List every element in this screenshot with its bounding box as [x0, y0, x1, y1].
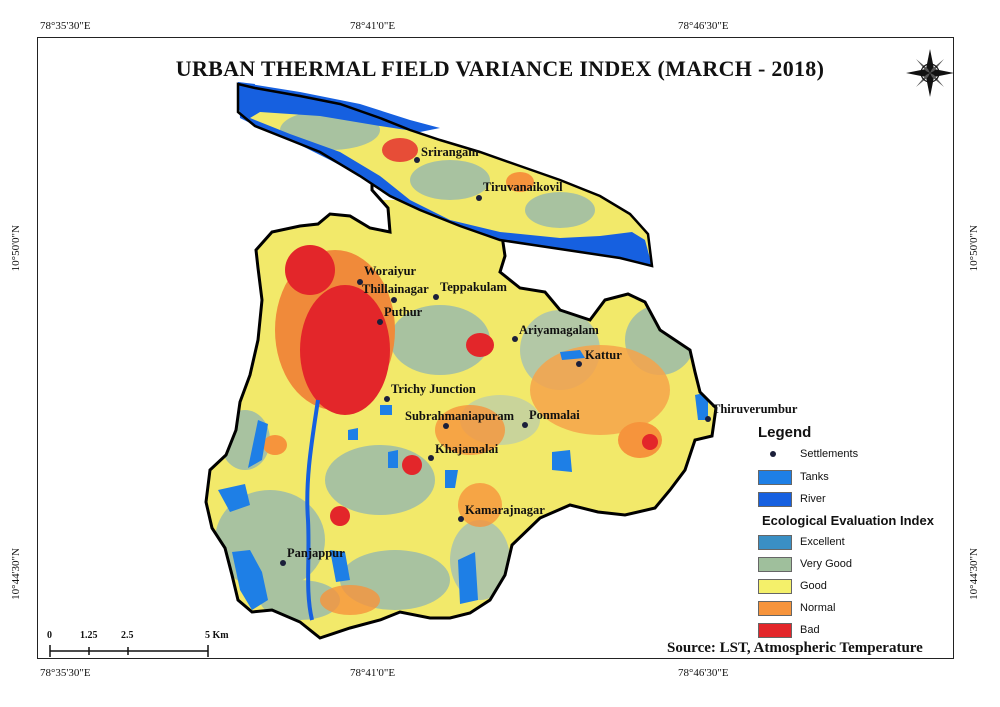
label-srirangam: Srirangam [421, 145, 479, 159]
label-puthur: Puthur [384, 305, 423, 319]
label-subrahmaniapuram: Subrahmaniapuram [405, 409, 515, 423]
swatch-normal [758, 601, 792, 616]
legend-bad-label: Bad [800, 624, 820, 636]
legend-index-title: Ecological Evaluation Index [762, 513, 934, 528]
legend-title: Legend [758, 424, 812, 441]
swatch-very-good [758, 557, 792, 572]
dot-kattur [576, 361, 582, 367]
label-tiruvanaikovil: Tiruvanaikovil [483, 180, 563, 194]
source-note: Source: LST, Atmospheric Temperature [667, 640, 923, 656]
dot-khajamalai [428, 455, 434, 461]
swatch-excellent [758, 535, 792, 550]
swatch-good [758, 579, 792, 594]
scale-label-1: 1.25 [80, 630, 98, 641]
coord-top-1: 78°35'30"E [40, 20, 91, 32]
dot-tiruvanaikovil [476, 195, 482, 201]
dot-panjappur [280, 560, 286, 566]
scale-label-0: 0 [47, 630, 52, 641]
legend-excellent-label: Excellent [800, 536, 845, 548]
map-title: URBAN THERMAL FIELD VARIANCE INDEX (MARC… [175, 56, 825, 81]
dot-thiruverumbur [705, 416, 711, 422]
coord-top-2: 78°41'0"E [350, 20, 396, 32]
label-thillainagar: Thillainagar [362, 282, 429, 296]
swatch-river [758, 492, 792, 507]
label-panjappur: Panjappur [287, 546, 345, 560]
legend-river-label: River [800, 493, 826, 505]
legend-very-good-label: Very Good [800, 558, 852, 570]
legend-settlements-label: Settlements [800, 448, 859, 460]
settlement-dot-icon [770, 451, 776, 457]
label-trichy-junction: Trichy Junction [391, 382, 476, 396]
dot-teppakulam [433, 294, 439, 300]
swatch-bad [758, 623, 792, 638]
dot-woraiyur [357, 279, 363, 285]
label-thiruverumbur: Thiruverumbur [712, 402, 798, 416]
scale-bar [49, 645, 209, 657]
label-khajamalai: Khajamalai [435, 442, 499, 456]
dot-ariyamagalam [512, 336, 518, 342]
coord-bottom-2: 78°41'0"E [350, 667, 396, 679]
dot-kamarajnagar [458, 516, 464, 522]
legend-tanks-label: Tanks [800, 471, 829, 483]
label-ponmalai: Ponmalai [529, 408, 580, 422]
swatch-tanks [758, 470, 792, 485]
dot-puthur [377, 319, 383, 325]
legend-good-label: Good [800, 580, 827, 592]
label-kamarajnagar: Kamarajnagar [465, 503, 545, 517]
coord-bottom-3: 78°46'30"E [678, 667, 729, 679]
map-frame [37, 37, 954, 659]
coord-top-3: 78°46'30"E [678, 20, 729, 32]
label-kattur: Kattur [585, 348, 622, 362]
label-woraiyur: Woraiyur [364, 264, 417, 278]
dot-srirangam [414, 157, 420, 163]
dot-subrahmaniapuram [443, 423, 449, 429]
dot-thillainagar [391, 297, 397, 303]
label-ariyamagalam: Ariyamagalam [519, 323, 599, 337]
dot-ponmalai [522, 422, 528, 428]
coord-bottom-1: 78°35'30"E [40, 667, 91, 679]
legend-normal-label: Normal [800, 602, 836, 614]
dot-trichy-junction [384, 396, 390, 402]
compass-rose-icon [906, 49, 954, 97]
scale-label-2: 2.5 [121, 630, 134, 641]
label-teppakulam: Teppakulam [440, 280, 507, 294]
scale-label-3: 5 Km [205, 630, 229, 641]
